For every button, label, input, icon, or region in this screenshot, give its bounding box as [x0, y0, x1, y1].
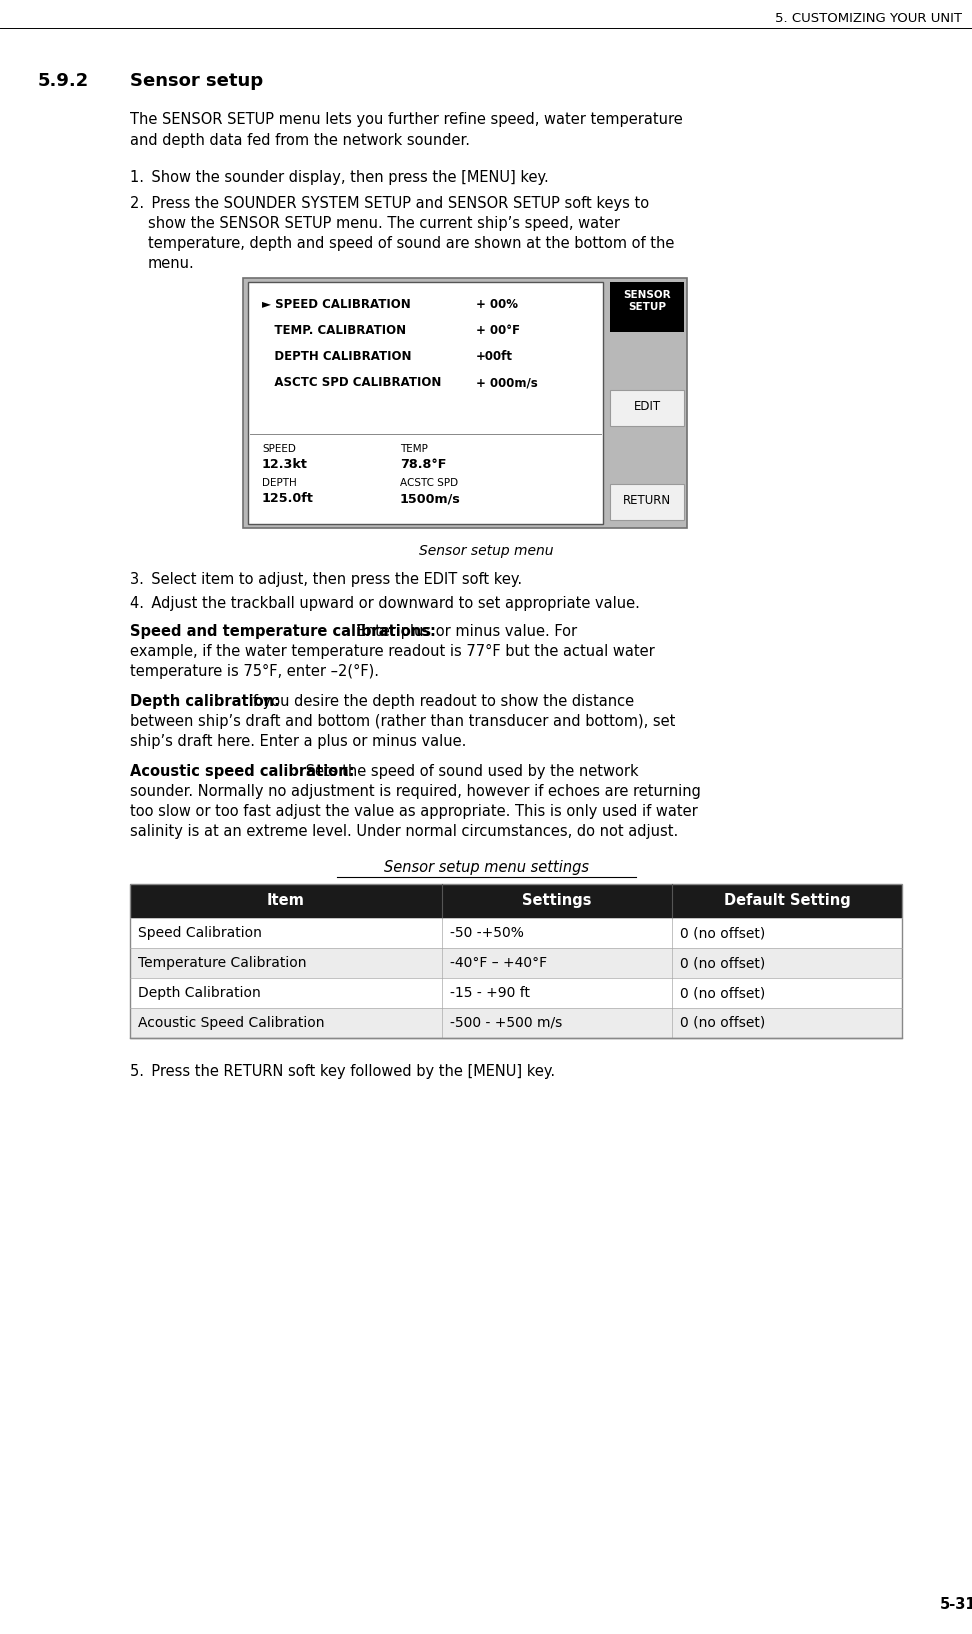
- Bar: [130, 884, 902, 1038]
- Text: 2. Press the SOUNDER SYSTEM SETUP and SENSOR SETUP soft keys to: 2. Press the SOUNDER SYSTEM SETUP and SE…: [130, 196, 649, 211]
- Text: SENSOR
SETUP: SENSOR SETUP: [623, 289, 671, 312]
- Text: 5-31: 5-31: [940, 1596, 972, 1613]
- Text: + 00°F: + 00°F: [476, 324, 520, 337]
- Text: Sensor setup: Sensor setup: [130, 72, 263, 90]
- Text: Sensor setup menu: Sensor setup menu: [419, 544, 553, 557]
- Text: ► SPEED CALIBRATION: ► SPEED CALIBRATION: [262, 297, 411, 310]
- Text: Temperature Calibration: Temperature Calibration: [138, 956, 306, 971]
- Text: ship’s draft here. Enter a plus or minus value.: ship’s draft here. Enter a plus or minus…: [130, 734, 467, 748]
- Text: TEMP: TEMP: [400, 444, 428, 454]
- Bar: [610, 283, 684, 332]
- Text: 1500m/s: 1500m/s: [400, 492, 461, 505]
- Text: between ship’s draft and bottom (rather than transducer and bottom), set: between ship’s draft and bottom (rather …: [130, 714, 676, 729]
- Text: 1. Show the sounder display, then press the [MENU] key.: 1. Show the sounder display, then press …: [130, 170, 549, 185]
- Text: TEMP. CALIBRATION: TEMP. CALIBRATION: [262, 324, 406, 337]
- Text: Sets the speed of sound used by the network: Sets the speed of sound used by the netw…: [301, 765, 639, 779]
- Bar: [130, 979, 902, 1008]
- Text: + 00%: + 00%: [476, 297, 518, 310]
- Text: -40°F – +40°F: -40°F – +40°F: [450, 956, 547, 971]
- Text: ACSTC SPD: ACSTC SPD: [400, 479, 458, 489]
- Text: + 000m/s: + 000m/s: [476, 376, 538, 389]
- Text: ASCTC SPD CALIBRATION: ASCTC SPD CALIBRATION: [262, 376, 441, 389]
- Bar: [130, 918, 902, 948]
- Text: temperature is 75°F, enter –2(°F).: temperature is 75°F, enter –2(°F).: [130, 663, 379, 680]
- Text: Item: Item: [267, 894, 305, 909]
- Text: Speed Calibration: Speed Calibration: [138, 926, 261, 940]
- Text: Default Setting: Default Setting: [723, 894, 850, 909]
- Text: 3. Select item to adjust, then press the EDIT soft key.: 3. Select item to adjust, then press the…: [130, 572, 522, 587]
- Bar: [610, 484, 684, 520]
- Text: Acoustic speed calibration:: Acoustic speed calibration:: [130, 765, 355, 779]
- Text: 0 (no offset): 0 (no offset): [680, 956, 765, 971]
- Text: If you desire the depth readout to show the distance: If you desire the depth readout to show …: [244, 694, 635, 709]
- Text: -15 - +90 ft: -15 - +90 ft: [450, 985, 530, 1000]
- Text: show the SENSOR SETUP menu. The current ship’s speed, water: show the SENSOR SETUP menu. The current …: [148, 216, 620, 230]
- Bar: [248, 283, 603, 525]
- Text: 5.9.2: 5.9.2: [38, 72, 89, 90]
- Text: temperature, depth and speed of sound are shown at the bottom of the: temperature, depth and speed of sound ar…: [148, 235, 675, 252]
- Text: 0 (no offset): 0 (no offset): [680, 926, 765, 940]
- Text: 12.3kt: 12.3kt: [262, 458, 308, 471]
- Text: Depth Calibration: Depth Calibration: [138, 985, 260, 1000]
- Text: 0 (no offset): 0 (no offset): [680, 1016, 765, 1029]
- Text: 5. Press the RETURN soft key followed by the [MENU] key.: 5. Press the RETURN soft key followed by…: [130, 1064, 555, 1078]
- Text: The SENSOR SETUP menu lets you further refine speed, water temperature: The SENSOR SETUP menu lets you further r…: [130, 113, 682, 127]
- Text: -500 - +500 m/s: -500 - +500 m/s: [450, 1016, 562, 1029]
- Text: Speed and temperature calibrations:: Speed and temperature calibrations:: [130, 624, 435, 639]
- Text: too slow or too fast adjust the value as appropriate. This is only used if water: too slow or too fast adjust the value as…: [130, 804, 698, 819]
- Text: menu.: menu.: [148, 257, 194, 271]
- Text: RETURN: RETURN: [623, 493, 671, 507]
- Text: 0 (no offset): 0 (no offset): [680, 985, 765, 1000]
- Text: DEPTH CALIBRATION: DEPTH CALIBRATION: [262, 350, 411, 363]
- Text: DEPTH: DEPTH: [262, 479, 296, 489]
- Text: -50 -+50%: -50 -+50%: [450, 926, 524, 940]
- Text: Sensor setup menu settings: Sensor setup menu settings: [384, 859, 588, 874]
- Text: Settings: Settings: [522, 894, 592, 909]
- Text: salinity is at an extreme level. Under normal circumstances, do not adjust.: salinity is at an extreme level. Under n…: [130, 824, 678, 838]
- Text: Depth calibration:: Depth calibration:: [130, 694, 280, 709]
- Text: SPEED: SPEED: [262, 444, 295, 454]
- Text: sounder. Normally no adjustment is required, however if echoes are returning: sounder. Normally no adjustment is requi…: [130, 784, 701, 799]
- Text: 78.8°F: 78.8°F: [400, 458, 446, 471]
- Bar: [243, 278, 687, 528]
- Bar: [130, 1008, 902, 1038]
- Text: Acoustic Speed Calibration: Acoustic Speed Calibration: [138, 1016, 325, 1029]
- Bar: [610, 391, 684, 426]
- Text: example, if the water temperature readout is 77°F but the actual water: example, if the water temperature readou…: [130, 644, 655, 659]
- Text: 5. CUSTOMIZING YOUR UNIT: 5. CUSTOMIZING YOUR UNIT: [775, 11, 962, 25]
- Text: 4. Adjust the trackball upward or downward to set appropriate value.: 4. Adjust the trackball upward or downwa…: [130, 596, 640, 611]
- Bar: [130, 948, 902, 979]
- Text: 125.0ft: 125.0ft: [262, 492, 314, 505]
- Bar: [130, 884, 902, 918]
- Text: +00ft: +00ft: [476, 350, 513, 363]
- Text: and depth data fed from the network sounder.: and depth data fed from the network soun…: [130, 132, 470, 149]
- Text: Enter plus or minus value. For: Enter plus or minus value. For: [352, 624, 577, 639]
- Text: EDIT: EDIT: [634, 400, 661, 413]
